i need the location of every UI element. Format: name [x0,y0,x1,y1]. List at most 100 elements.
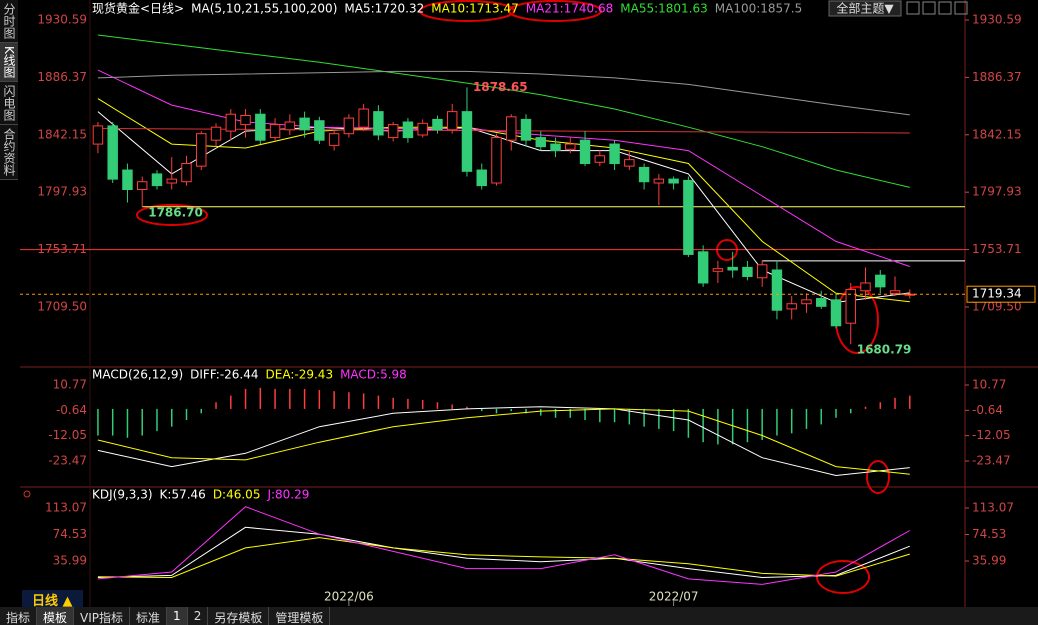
candle-body [491,137,502,184]
y-tick-label: 74.53 [53,527,87,541]
candle-body [92,125,104,145]
side-tab[interactable]: 闪电图 [0,81,18,125]
bottom-tab[interactable]: 指标 [0,607,38,625]
candle-body [786,303,797,310]
side-tab[interactable]: K线图 [0,43,18,82]
candle-body [771,269,783,311]
candle-body [653,178,665,184]
legend-label: DIFF:-26.44 [190,368,258,382]
ma-line [97,70,910,116]
candle-body [136,181,148,191]
candle-body [550,143,561,152]
candle-body [225,113,237,132]
candle-body [801,299,812,305]
candle-body [373,111,384,136]
bottom-tab[interactable]: 2 [188,607,209,625]
candle-body [432,118,443,131]
y-tick-label: -0.64 [972,403,1003,417]
y-tick-label: 1842.15 [37,127,87,141]
bottom-tab[interactable]: 模板 [37,607,75,625]
candle-body [358,108,369,128]
candle-body [181,163,192,183]
candle-body [889,290,901,294]
ma-line [97,98,910,303]
ma-line [97,408,910,475]
last-price-label: 1719.34 [972,287,1022,301]
candle-body [461,111,473,172]
candle-body [328,133,340,146]
candle-body [683,179,694,255]
y-tick-label: 1930.59 [972,12,1022,26]
side-tab[interactable]: 合约资料 [0,124,18,180]
period-label[interactable]: 日线 ▲ [22,590,83,609]
highlight [419,0,515,22]
candle-body [668,178,679,184]
y-tick-label: 35.99 [972,554,1006,568]
ma-line [97,506,911,585]
bottom-tab[interactable]: 标准 [130,607,168,625]
highlight [866,460,890,494]
candle-body [314,120,325,141]
candle-body [284,121,296,131]
y-tick-label: 1797.93 [37,185,87,199]
legend-label: MACD:5.98 [340,368,407,382]
candle-body [122,169,133,191]
sidebar: 分时图 K线图 闪电图 合约资料 [0,0,20,180]
y-tick-label: -23.47 [48,453,87,467]
candle-body [210,126,222,141]
bottom-tab[interactable]: 1 [167,607,188,625]
side-tab[interactable]: 分时图 [0,0,18,43]
legend-label: MA55:1801.63 [620,2,708,16]
y-tick-label: 74.53 [972,527,1006,541]
legend-label: 现货黄金<日线> [92,1,184,16]
highlight [508,0,602,22]
icon[interactable] [906,1,920,15]
candle-body [151,173,163,187]
y-tick-label: 1753.71 [37,242,87,256]
icon [23,490,31,498]
price-annotation: 1680.79 [857,343,912,357]
icon[interactable] [938,1,952,15]
candle-body [387,124,399,139]
y-tick-label: 1930.59 [37,12,87,26]
y-tick-label: 1886.37 [37,70,87,84]
bottom-tab[interactable]: 管理模板 [269,607,331,625]
candle-body [535,137,546,148]
candle-body [860,282,871,292]
icon[interactable] [922,1,936,15]
legend-label: KDJ(9,3,3) [92,488,153,502]
y-tick-label: 1709.50 [972,299,1022,313]
y-tick-label: 1886.37 [972,70,1022,84]
candle-body [166,178,177,184]
bottom-tab[interactable]: 另存模板 [208,607,270,625]
theme-button[interactable] [828,0,902,17]
candle-body [520,118,532,141]
x-tick-label: 2022/07 [649,590,699,604]
ma-line [97,406,910,477]
candle-body [417,122,428,136]
candle-body [476,169,487,187]
candle-body [742,266,753,277]
y-tick-label: -0.64 [56,403,87,417]
ma-line [97,537,910,579]
ma-line [97,34,910,188]
y-tick-label: -12.05 [972,428,1011,442]
icon[interactable] [954,1,968,15]
legend-label: MA(5,10,21,55,100,200) [191,2,337,16]
bottom-tab[interactable]: VIP指标 [74,607,131,625]
legend-label: DEA:-29.43 [266,368,334,382]
price-annotation: 1786.70 [148,205,203,219]
legend-label: MA10:1713.47 [431,2,519,16]
candle-body [255,113,266,141]
bottom-bar: 指标 模板 VIP指标 标准 1 2 另存模板 管理模板 [0,607,1038,625]
candle-body [756,264,768,279]
theme-button-label[interactable]: 全部主题▼ [836,1,894,16]
price-annotation: 1878.65 [473,80,528,94]
candle-body [624,159,635,167]
legend-label: D:46.05 [213,488,261,502]
candle-body [565,143,576,150]
y-tick-label: 1753.71 [972,242,1022,256]
y-tick-label: -12.05 [48,428,87,442]
candle-body [107,125,118,180]
